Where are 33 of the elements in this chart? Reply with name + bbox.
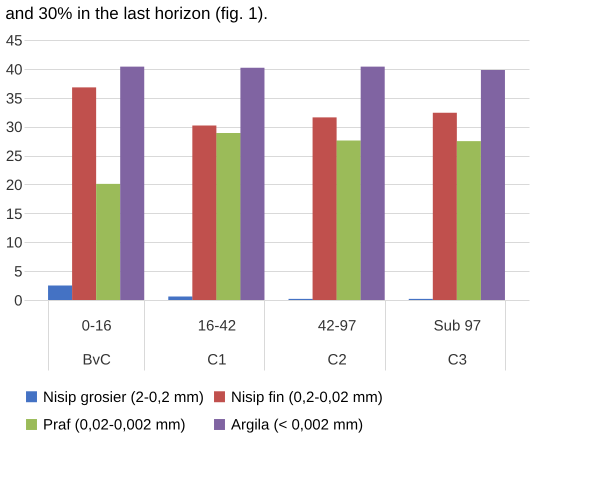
bar bbox=[240, 68, 264, 300]
bar bbox=[480, 70, 505, 300]
bar bbox=[120, 66, 144, 300]
bar bbox=[360, 66, 385, 300]
bar bbox=[456, 141, 481, 300]
bar bbox=[216, 133, 240, 300]
bar bbox=[432, 112, 457, 300]
bar bbox=[72, 87, 96, 300]
bar bbox=[336, 140, 361, 300]
bar bbox=[312, 117, 337, 300]
y-tick-label: 5 bbox=[14, 264, 22, 281]
y-tick-label: 40 bbox=[6, 61, 22, 78]
x-tick-label: 42-97 C2 bbox=[318, 318, 356, 368]
bar bbox=[48, 286, 72, 300]
text: and 30% in the last horizon (fig. 1). bbox=[5, 4, 268, 23]
bar bbox=[96, 184, 120, 300]
y-tick-label: 35 bbox=[6, 90, 22, 108]
x-tick-label: Sub 97 C3 bbox=[434, 318, 482, 368]
legend-label: Argila (< 0,002 mm) bbox=[231, 416, 364, 434]
bar bbox=[168, 296, 192, 300]
y-tick-label: 0 bbox=[14, 292, 22, 310]
legend-label: Nisip grosier (2-0,2 mm) bbox=[43, 388, 204, 406]
legend-label: Praf (0,02-0,002 mm) bbox=[43, 416, 186, 434]
y-tick-label: 15 bbox=[6, 206, 22, 223]
legend-label: Nisip fin (0,2-0,02 mm) bbox=[231, 388, 383, 406]
y-tick-label: 30 bbox=[6, 119, 22, 136]
bar bbox=[192, 126, 216, 300]
y-tick-label: 20 bbox=[6, 176, 22, 194]
y-tick-label: 10 bbox=[6, 234, 22, 252]
x-tick-label: 16-42 C1 bbox=[198, 318, 236, 368]
y-tick-label: 25 bbox=[6, 148, 22, 166]
x-tick-label: 0-16 BvC bbox=[82, 318, 112, 368]
y-tick-label: 45 bbox=[6, 32, 22, 50]
